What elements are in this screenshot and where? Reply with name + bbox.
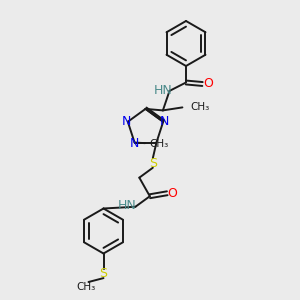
Text: N: N xyxy=(129,136,139,150)
Text: CH₃: CH₃ xyxy=(190,102,209,112)
Text: O: O xyxy=(168,187,178,200)
Text: CH₃: CH₃ xyxy=(149,139,168,149)
Text: CH₃: CH₃ xyxy=(76,282,96,292)
Text: O: O xyxy=(203,77,213,91)
Text: S: S xyxy=(149,157,157,170)
Text: HN: HN xyxy=(154,84,172,98)
Text: N: N xyxy=(122,115,132,128)
Text: N: N xyxy=(159,115,169,128)
Text: HN: HN xyxy=(118,199,136,212)
Text: S: S xyxy=(100,267,107,280)
